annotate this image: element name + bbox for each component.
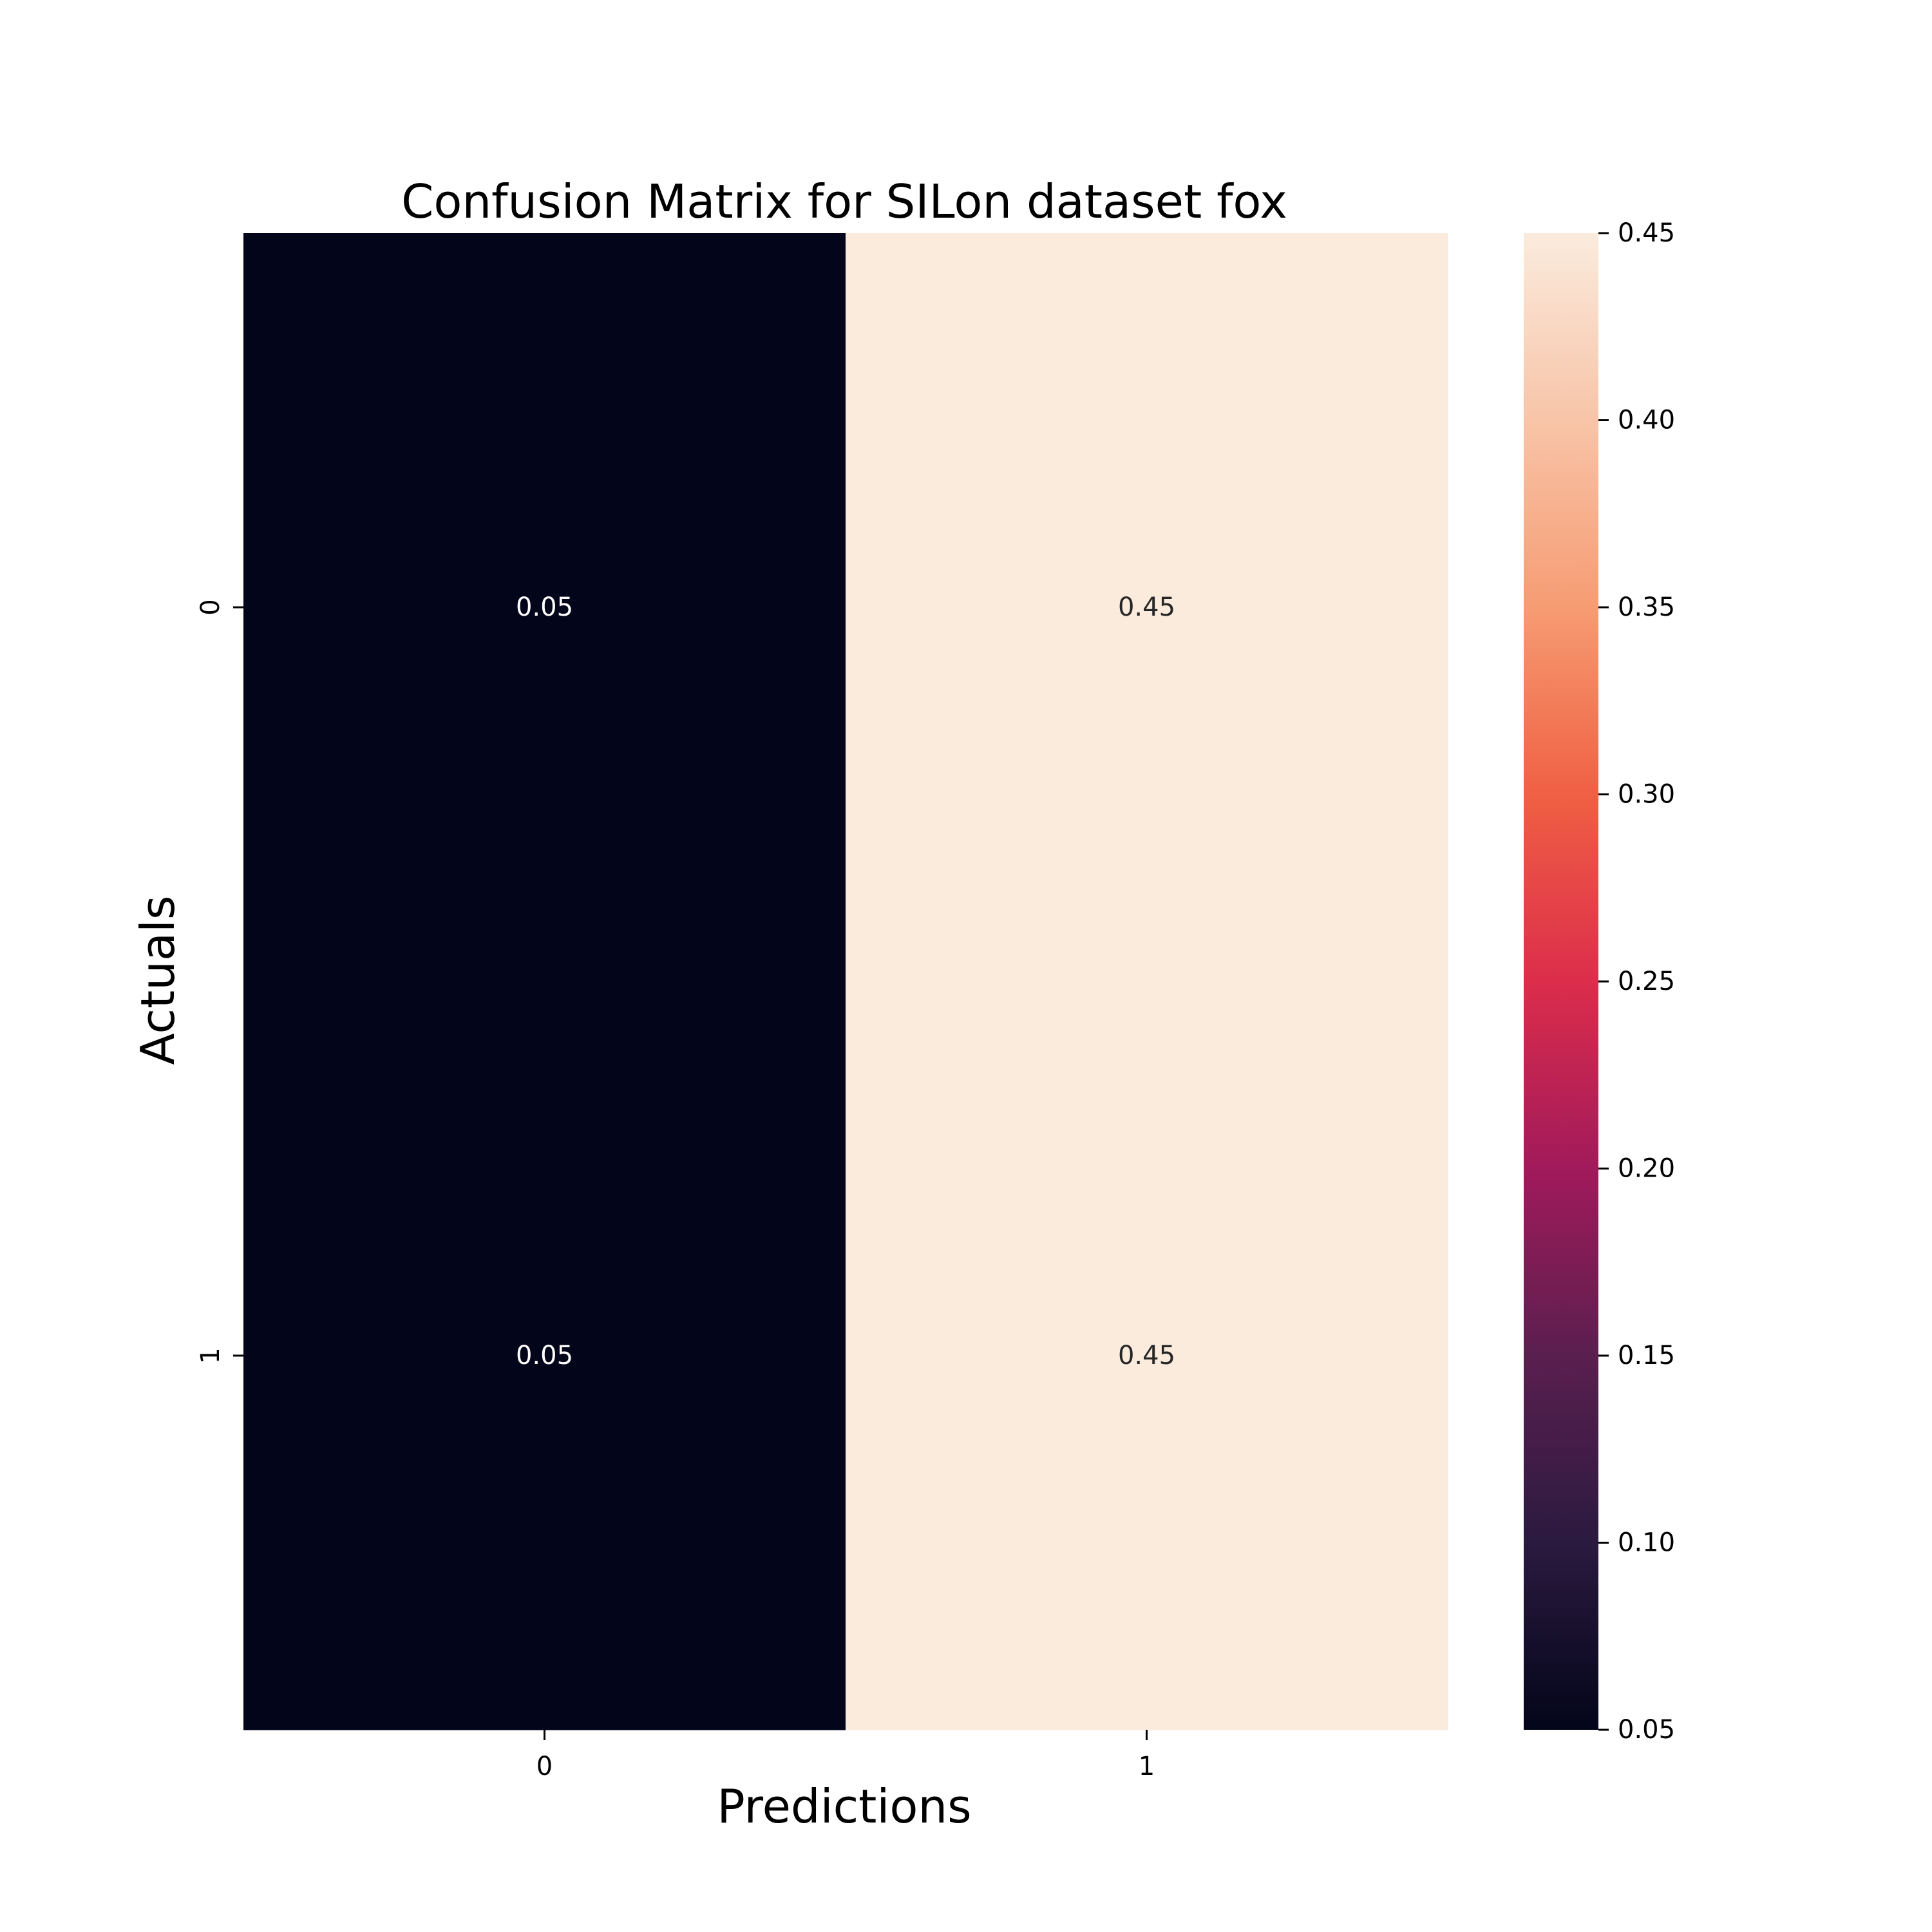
- colorbar: [1524, 233, 1598, 1730]
- colorbar-tick-label: 0.25: [1618, 967, 1675, 996]
- heatmap-cell-r0-c0: [243, 233, 846, 982]
- heatmap-cell-r1-c1: [846, 981, 1448, 1730]
- heatmap-cell-r0-c1: [846, 233, 1448, 982]
- heatmap-cell-r1-c0: [243, 981, 846, 1730]
- y-tick-label: 1: [196, 1347, 225, 1363]
- heatmap-cell-labels: 0.05 0.45 0.05 0.45: [516, 592, 1175, 1370]
- colorbar-ticks: 0.05 0.10 0.15 0.20 0.25 0.30 0.35 0.40 0.45: [1598, 218, 1675, 1745]
- colorbar-tick-label: 0.05: [1618, 1715, 1675, 1745]
- colorbar-gradient: [1524, 233, 1598, 1730]
- colorbar-tick-label: 0.30: [1618, 780, 1675, 810]
- chart-title: Confusion Matrix for SILon dataset fox: [401, 175, 1287, 229]
- y-tick-label: 0: [196, 599, 225, 615]
- y-axis-ticks: 01: [196, 599, 243, 1364]
- colorbar-tick-label: 0.10: [1618, 1528, 1675, 1558]
- colorbar-tick-label: 0.20: [1618, 1154, 1675, 1184]
- colorbar-tick-label: 0.15: [1618, 1341, 1675, 1370]
- colorbar-tick-label: 0.45: [1618, 218, 1675, 248]
- colorbar-tick-label: 0.35: [1618, 592, 1675, 622]
- cell-label-r0-c1: 0.45: [1118, 592, 1175, 622]
- x-tick-label: 0: [536, 1752, 553, 1781]
- cell-label-r1-c0: 0.05: [516, 1341, 573, 1370]
- y-axis-label: Actuals: [131, 895, 185, 1065]
- cell-label-r0-c0: 0.05: [516, 592, 573, 622]
- heatmap-grid: [243, 233, 1448, 1730]
- x-axis-label: Predictions: [717, 1779, 971, 1833]
- x-tick-label: 1: [1139, 1752, 1155, 1781]
- colorbar-tick-label: 0.40: [1618, 406, 1675, 435]
- cell-label-r1-c1: 0.45: [1118, 1341, 1175, 1370]
